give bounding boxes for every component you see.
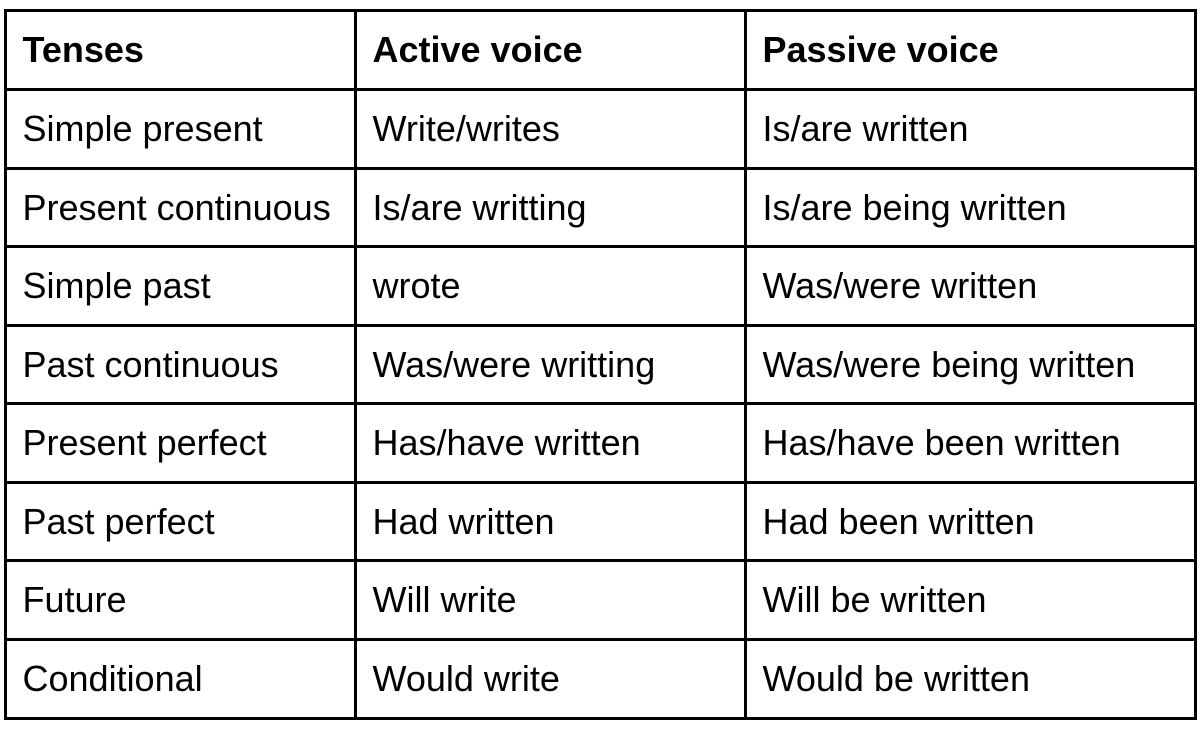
cell-active: Would write bbox=[355, 640, 745, 719]
table-header-row: Tenses Active voice Passive voice bbox=[5, 11, 1195, 90]
cell-active: Was/were writting bbox=[355, 325, 745, 404]
table-row: Past continuous Was/were writting Was/we… bbox=[5, 325, 1195, 404]
cell-active: Had written bbox=[355, 482, 745, 561]
table-row: Conditional Would write Would be written bbox=[5, 640, 1195, 719]
cell-active: wrote bbox=[355, 247, 745, 326]
table-row: Future Will write Will be written bbox=[5, 561, 1195, 640]
table-row: Present continuous Is/are writting Is/ar… bbox=[5, 168, 1195, 247]
table-row: Simple present Write/writes Is/are writt… bbox=[5, 89, 1195, 168]
cell-tense: Future bbox=[5, 561, 355, 640]
col-header-active: Active voice bbox=[355, 11, 745, 90]
tenses-table: Tenses Active voice Passive voice Simple… bbox=[4, 9, 1197, 719]
cell-active: Is/are writting bbox=[355, 168, 745, 247]
cell-tense: Past continuous bbox=[5, 325, 355, 404]
cell-active: Write/writes bbox=[355, 89, 745, 168]
cell-active: Has/have written bbox=[355, 404, 745, 483]
cell-passive: Was/were written bbox=[745, 247, 1195, 326]
cell-passive: Will be written bbox=[745, 561, 1195, 640]
col-header-tenses: Tenses bbox=[5, 11, 355, 90]
table-row: Present perfect Has/have written Has/hav… bbox=[5, 404, 1195, 483]
cell-tense: Conditional bbox=[5, 640, 355, 719]
cell-passive: Would be written bbox=[745, 640, 1195, 719]
cell-tense: Simple present bbox=[5, 89, 355, 168]
cell-tense: Present continuous bbox=[5, 168, 355, 247]
cell-passive: Is/are being written bbox=[745, 168, 1195, 247]
cell-passive: Had been written bbox=[745, 482, 1195, 561]
table-row: Past perfect Had written Had been writte… bbox=[5, 482, 1195, 561]
cell-active: Will write bbox=[355, 561, 745, 640]
table-row: Simple past wrote Was/were written bbox=[5, 247, 1195, 326]
cell-passive: Was/were being written bbox=[745, 325, 1195, 404]
cell-passive: Is/are written bbox=[745, 89, 1195, 168]
cell-tense: Past perfect bbox=[5, 482, 355, 561]
col-header-passive: Passive voice bbox=[745, 11, 1195, 90]
cell-tense: Present perfect bbox=[5, 404, 355, 483]
cell-passive: Has/have been written bbox=[745, 404, 1195, 483]
page-container: Tenses Active voice Passive voice Simple… bbox=[0, 0, 1200, 729]
cell-tense: Simple past bbox=[5, 247, 355, 326]
